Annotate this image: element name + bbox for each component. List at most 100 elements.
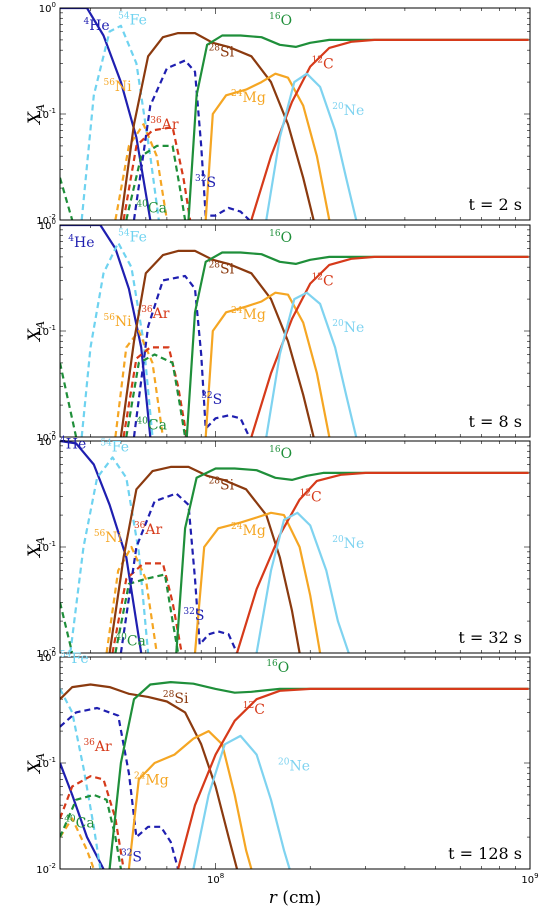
label-O16: 16O xyxy=(269,229,292,246)
series-line-Ni56 xyxy=(114,329,164,437)
series-line-S32 xyxy=(132,59,251,220)
series-line-O16 xyxy=(175,467,529,653)
label-Ne20: 20Ne xyxy=(332,319,364,336)
series-line-Si28 xyxy=(119,32,315,220)
label-Ar36: 36Ar xyxy=(134,521,163,538)
panel-1: 10-2 10-1 100 XA t = 8 s 4He 54Fe 56Ni 36Ar 40Ca 3… xyxy=(25,218,531,444)
series-line-Ca40 xyxy=(60,177,74,220)
series-line-Ca40 xyxy=(60,793,122,869)
label-He4: 4He xyxy=(83,17,109,34)
label-Fe54: 54Fe xyxy=(118,228,147,245)
series-line-C12 xyxy=(177,687,529,869)
series-line-S32 xyxy=(132,274,251,437)
series-line-C12 xyxy=(250,38,529,220)
y-tick-label: 10-2 xyxy=(36,213,56,227)
series-line-O16 xyxy=(108,681,529,869)
label-Ar36: 36Ar xyxy=(83,738,112,755)
label-Ni56: 56Ni xyxy=(94,529,123,546)
series-line-Ar36 xyxy=(111,562,183,653)
series-line-Si28 xyxy=(108,465,301,653)
label-Ne20: 20Ne xyxy=(278,757,310,774)
label-Si28: 28Si xyxy=(163,690,189,707)
series-line-Ne20 xyxy=(265,291,358,437)
label-C12: 12C xyxy=(312,55,334,72)
panel-frame xyxy=(59,656,531,870)
label-C12: 12C xyxy=(243,701,265,718)
series-line-S32 xyxy=(119,492,239,653)
label-C12: 12C xyxy=(300,488,322,505)
label-S32: 32S xyxy=(195,174,216,191)
y-axis-title: XA xyxy=(25,104,47,126)
series-line-Ne20 xyxy=(265,72,358,220)
series-group-1 xyxy=(60,225,529,437)
series-line-Si28 xyxy=(60,683,239,869)
x-axis-title: r (cm) xyxy=(269,888,321,908)
series-group-0 xyxy=(60,8,529,220)
y-tick-label: 10-1 xyxy=(36,540,56,554)
y-tick-label: 10-2 xyxy=(36,430,56,444)
label-Ca40: 40Ca xyxy=(64,815,95,832)
label-C12: 12C xyxy=(312,272,334,289)
series-line-Mg24 xyxy=(193,511,322,653)
series-line-Mg24 xyxy=(127,730,253,869)
y-axis-title: XA xyxy=(25,321,47,343)
label-S32: 32S xyxy=(121,848,142,865)
series-line-Fe54 xyxy=(69,456,150,653)
series-line-He4 xyxy=(60,441,143,653)
series-line-Si28 xyxy=(119,249,315,437)
label-He4: 4He xyxy=(68,234,94,251)
label-Si28: 28Si xyxy=(209,476,235,493)
panel-frame xyxy=(59,224,531,438)
label-Mg24: 24Mg xyxy=(231,89,266,106)
series-line-Ne20 xyxy=(255,511,350,653)
time-label: t = 128 s xyxy=(448,844,522,863)
y-axis-title: XA xyxy=(25,753,47,775)
y-tick-label: 10-2 xyxy=(36,862,56,876)
label-Fe54: 54Fe xyxy=(100,438,129,455)
series-line-Mg24 xyxy=(204,291,331,437)
label-S32: 32S xyxy=(201,391,222,408)
label-Ar36: 36Ar xyxy=(150,116,179,133)
label-O16: 16O xyxy=(269,445,292,462)
label-O16: 16O xyxy=(269,12,292,29)
label-Fe54: 54Fe xyxy=(60,650,89,667)
y-tick-label: 10-2 xyxy=(36,646,56,660)
y-tick-label: 100 xyxy=(39,218,56,232)
series-line-Ni56 xyxy=(105,545,158,653)
series-group-3 xyxy=(60,681,529,869)
series-line-O16 xyxy=(185,251,529,437)
label-Si28: 28Si xyxy=(209,43,235,60)
y-axis-title: XA xyxy=(25,537,47,559)
series-line-Ca40 xyxy=(60,362,78,437)
series-line-Ar36 xyxy=(122,346,188,437)
label-Mg24: 24Mg xyxy=(231,522,266,539)
series-line-O16 xyxy=(187,34,529,220)
panel-2: 10-2 10-1 100 XA t = 32 s 4He 54Fe 56Ni 36Ar 40Ca… xyxy=(25,434,531,660)
series-line-Fe54 xyxy=(80,24,160,220)
series-line-C12 xyxy=(235,471,529,653)
label-He4: 4He xyxy=(60,435,86,452)
label-S32: 32S xyxy=(183,607,204,624)
label-Fe54: 54Fe xyxy=(118,11,147,28)
label-Ar36: 36Ar xyxy=(141,305,170,322)
series-line-Ca40 xyxy=(60,602,74,653)
series-line-Ca40b xyxy=(114,573,180,653)
series-line-Mg24 xyxy=(204,72,331,220)
y-tick-label: 100 xyxy=(39,1,56,15)
time-label: t = 32 s xyxy=(458,628,522,647)
y-tick-label: 10-1 xyxy=(36,756,56,770)
panel-frame xyxy=(59,440,531,654)
series-group-2 xyxy=(60,441,529,653)
panel-3: 10-2 10-1 100 XA t = 128 s 54Fe 36Ar 40Ca 32S 28S… xyxy=(25,650,531,876)
label-Ca40: 40Ca xyxy=(115,632,146,649)
series-line-He4 xyxy=(60,762,105,869)
panel-0: 10-2 10-1 100 XA t = 2 s 4He 54Fe 56Ni 36Ar 40Ca 3… xyxy=(25,1,531,227)
y-tick-label: 100 xyxy=(39,434,56,448)
y-tick-label: 10-1 xyxy=(36,107,56,121)
series-line-Ar36 xyxy=(60,775,125,869)
series-line-Ca40b xyxy=(125,353,187,437)
series-line-Ne20 xyxy=(192,734,291,869)
y-tick-label: 10-1 xyxy=(36,324,56,338)
series-line-Ni56 xyxy=(60,817,95,869)
